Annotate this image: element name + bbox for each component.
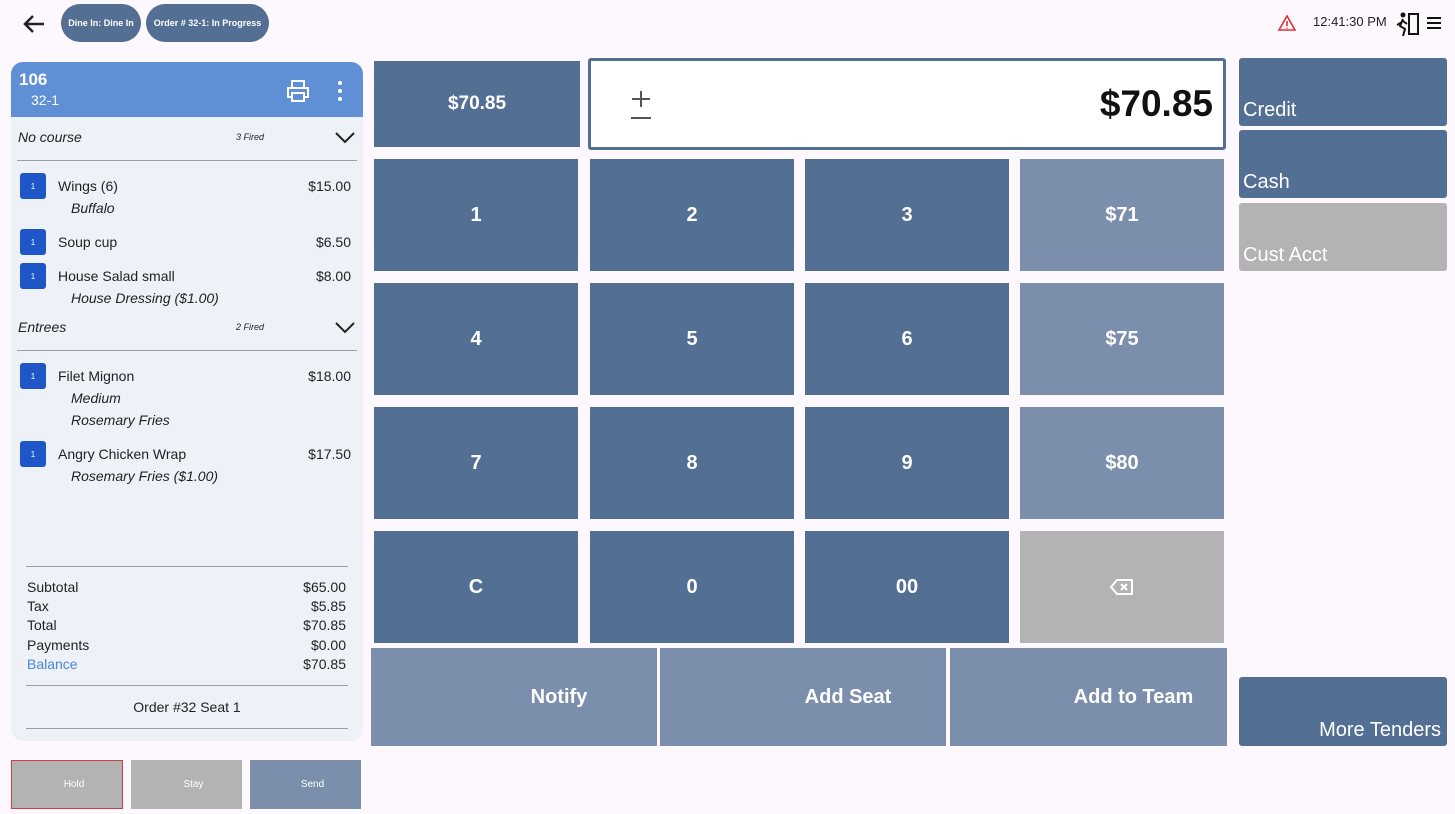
print-icon[interactable] — [285, 78, 311, 104]
keypad-key[interactable]: $75 — [1020, 283, 1224, 395]
qty-badge[interactable]: 1 — [20, 441, 46, 467]
keypad-key[interactable]: 7 — [374, 407, 578, 519]
keypad-key[interactable]: 6 — [805, 283, 1009, 395]
bottom-button[interactable]: Notify — [371, 648, 657, 746]
total-value: $5.85 — [310, 598, 346, 615]
total-label: Balance — [27, 655, 78, 672]
more-icon[interactable] — [332, 80, 348, 102]
tender-label: Cash — [1243, 171, 1290, 193]
keypad-key[interactable]: 1 — [374, 159, 578, 271]
item-name: House Salad small — [58, 268, 175, 284]
bottom-button[interactable]: Add Seat — [660, 648, 946, 746]
fired-count: 2 Fired — [236, 322, 265, 332]
item-modifier: Rosemary Fries — [71, 412, 170, 428]
item-modifier: Medium — [71, 390, 121, 406]
amount-display: $70.85 — [1099, 83, 1213, 124]
item-name: Wings (6) — [58, 178, 118, 194]
keypad-key[interactable]: 00 — [805, 531, 1009, 643]
total-value: $70.85 — [303, 655, 346, 672]
keypad-key[interactable]: 2 — [590, 159, 794, 271]
course-name: Entrees — [18, 319, 67, 335]
keypad-key[interactable]: $80 — [1020, 407, 1224, 519]
more-tenders-button[interactable] — [1239, 677, 1447, 746]
item-name: Filet Mignon — [58, 368, 135, 384]
bottom-button[interactable]: Add to Team — [950, 648, 1227, 746]
keypad-key[interactable]: 0 — [590, 531, 794, 643]
backspace-key[interactable] — [1020, 531, 1224, 643]
item-price: $18.00 — [308, 368, 351, 384]
qty-badge[interactable]: 1 — [20, 173, 46, 199]
keypad-key[interactable]: 4 — [374, 283, 578, 395]
exit-icon[interactable] — [1394, 11, 1420, 37]
course-name: No course — [18, 129, 82, 145]
seat-number: 32-1 — [31, 92, 60, 108]
keypad-key[interactable]: 5 — [590, 283, 794, 395]
total-value: $70.85 — [303, 617, 346, 634]
action-button[interactable]: Send — [250, 760, 361, 809]
item-price: $17.50 — [308, 446, 351, 462]
order-seat: Order #32 Seat 1 — [133, 699, 241, 715]
backspace-icon — [1110, 579, 1133, 595]
item-modifier: House Dressing ($1.00) — [71, 290, 219, 306]
item-modifier: Rosemary Fries ($1.00) — [71, 468, 219, 484]
collapse-chevron[interactable] — [334, 321, 356, 335]
keypad-key[interactable]: C — [374, 531, 578, 643]
tender-button[interactable] — [1239, 203, 1447, 271]
tender-button[interactable] — [1239, 58, 1447, 126]
collapse-chevron[interactable] — [334, 131, 356, 145]
tender-label: Credit — [1243, 99, 1297, 121]
item-price: $6.50 — [315, 234, 351, 250]
action-button[interactable]: Stay — [131, 760, 242, 809]
item-name: Angry Chicken Wrap — [58, 446, 187, 462]
divider — [26, 728, 348, 729]
amount-display-box — [588, 58, 1226, 150]
divider — [26, 566, 348, 567]
item-price: $8.00 — [315, 268, 351, 284]
keypad-key[interactable]: $71 — [1020, 159, 1224, 271]
menu-icon[interactable] — [1426, 15, 1442, 31]
header-chip[interactable]: Dine In: Dine In — [61, 4, 141, 42]
clock: 12:41:30 PM — [1313, 14, 1387, 29]
total-value: $65.00 — [303, 579, 346, 595]
table-number: 106 — [19, 70, 48, 89]
header-chip[interactable]: Order # 32-1: In Progress — [146, 4, 269, 42]
fired-count: 3 Fired — [236, 132, 265, 142]
total-value: $0.00 — [310, 636, 346, 653]
divider — [17, 350, 357, 351]
keypad-key[interactable]: 9 — [805, 407, 1009, 519]
quick-amount[interactable]: $70.85 — [374, 61, 580, 147]
keypad-key[interactable]: 8 — [590, 407, 794, 519]
total-label: Payments — [27, 636, 90, 653]
total-label: Total — [27, 617, 57, 634]
total-label: Tax — [27, 598, 49, 615]
check-panel — [11, 62, 363, 741]
item-name: Soup cup — [58, 234, 118, 250]
item-modifier: Buffalo — [71, 200, 115, 216]
qty-badge[interactable]: 1 — [20, 363, 46, 389]
alert-icon[interactable] — [1277, 14, 1297, 32]
divider — [17, 160, 357, 161]
tender-label: Cust Acct — [1243, 244, 1328, 266]
total-label: Subtotal — [27, 579, 79, 595]
tender-button[interactable] — [1239, 130, 1447, 198]
plus-minus-icon[interactable] — [626, 88, 656, 122]
qty-badge[interactable]: 1 — [20, 263, 46, 289]
divider — [26, 685, 348, 686]
more-tenders-label: More Tenders — [1319, 719, 1441, 741]
check-header — [11, 62, 363, 117]
action-button[interactable]: Hold — [11, 760, 123, 809]
qty-badge[interactable]: 1 — [20, 229, 46, 255]
keypad-key[interactable]: 3 — [805, 159, 1009, 271]
back-button[interactable] — [20, 10, 48, 38]
item-price: $15.00 — [308, 178, 351, 194]
